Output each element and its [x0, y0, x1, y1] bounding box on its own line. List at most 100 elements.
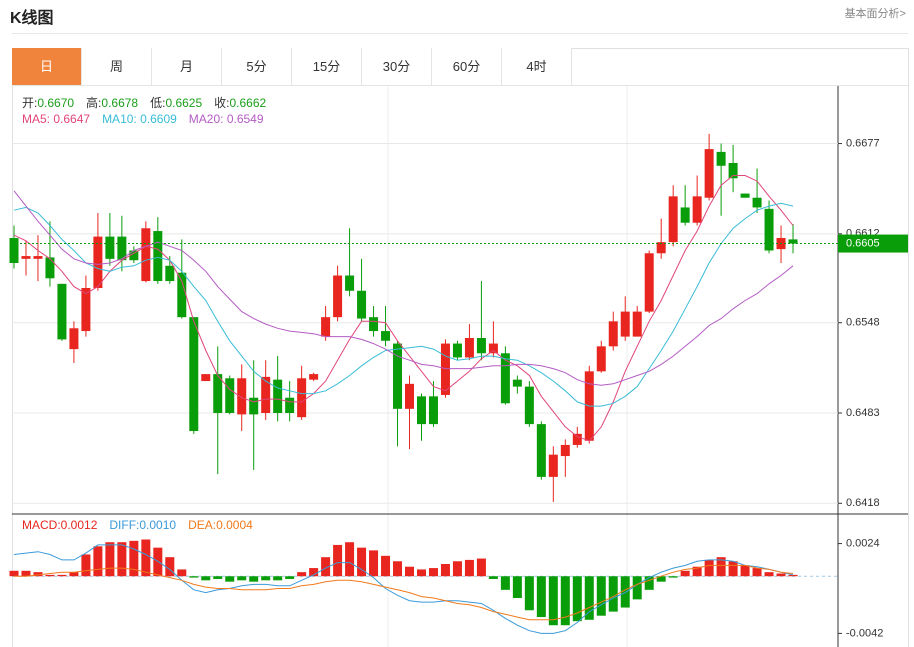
- macd-bar: [117, 542, 127, 577]
- macd-line-name: DIFF:: [109, 518, 140, 532]
- candle-body: [237, 378, 247, 415]
- candle-body: [536, 424, 546, 477]
- macd-bar: [416, 569, 426, 577]
- candle-body: [9, 238, 19, 263]
- candle-body: [416, 396, 426, 425]
- candle-body: [596, 346, 606, 372]
- candle-body: [488, 343, 498, 354]
- macd-bar: [680, 570, 690, 577]
- candle-body: [381, 331, 391, 341]
- macd-bar: [752, 568, 762, 577]
- ma-value: 0.6609: [140, 112, 177, 126]
- ma-line: [13, 202, 794, 407]
- candle-body: [213, 374, 223, 413]
- candle-body: [608, 321, 618, 347]
- candle-body: [620, 311, 630, 337]
- macd-bar: [728, 561, 738, 577]
- ohlc-value: 0.6662: [229, 96, 267, 110]
- period-tab[interactable]: 月: [152, 48, 222, 86]
- ma-line: [13, 190, 794, 386]
- y-tick-label: 0.6483: [846, 407, 880, 419]
- candle-body: [261, 376, 271, 413]
- candle-body: [189, 317, 199, 432]
- candle-body: [369, 317, 379, 332]
- macd-bar: [249, 576, 259, 582]
- macd-bar: [692, 566, 702, 577]
- macd-bar: [405, 566, 415, 577]
- macd-bar: [584, 576, 594, 620]
- macd-bar: [129, 540, 139, 577]
- ma-name: MA20:: [188, 112, 224, 126]
- macd-bar: [704, 559, 714, 577]
- fundamental-link[interactable]: 基本面分析>: [844, 8, 906, 20]
- candle-body: [656, 242, 666, 254]
- candle-body: [764, 208, 774, 251]
- ma-value: 0.6647: [53, 112, 91, 126]
- candle-body: [440, 343, 450, 395]
- candle-body: [668, 196, 678, 243]
- period-tab[interactable]: 15分: [292, 48, 362, 86]
- macd-bar: [764, 572, 774, 577]
- candle-body: [129, 250, 139, 261]
- macd-bar: [488, 576, 498, 579]
- macd-bar: [225, 576, 235, 582]
- macd-bar: [273, 576, 283, 581]
- ohlc-name: 低:: [150, 96, 166, 110]
- macd-legend: MACD:0.0012 DIFF:0.0010 DEA:0.0004: [22, 518, 265, 532]
- y-tick-label: 0.6677: [846, 137, 880, 149]
- candle-body: [333, 275, 343, 318]
- y-tick-label: 0.6418: [846, 497, 880, 509]
- period-tab[interactable]: 60分: [432, 48, 502, 86]
- candle-body: [165, 265, 175, 282]
- ohlc-name: 收:: [214, 96, 230, 110]
- macd-bar: [105, 542, 115, 577]
- macd-bar: [45, 574, 55, 577]
- macd-bar: [297, 572, 307, 577]
- candle-body: [524, 386, 534, 425]
- macd-bar: [57, 574, 67, 577]
- candle-body: [357, 290, 367, 319]
- macd-bar: [788, 574, 798, 577]
- ohlc-name: 高:: [86, 96, 102, 110]
- macd-bar: [776, 573, 786, 577]
- macd-line: [14, 564, 794, 621]
- candle-body: [476, 338, 486, 354]
- candle-body: [500, 353, 510, 404]
- macd-bar: [165, 557, 175, 577]
- candle-body: [788, 239, 798, 244]
- macd-bar: [464, 559, 474, 577]
- macd-bar: [177, 569, 187, 577]
- macd-name: MACD:: [22, 518, 61, 532]
- candle-body: [704, 149, 714, 198]
- macd-bar: [572, 576, 582, 622]
- macd-bar: [357, 547, 367, 577]
- macd-bar: [381, 555, 391, 577]
- candle-body: [644, 253, 654, 312]
- candle-body: [428, 396, 438, 425]
- macd-bar: [9, 570, 19, 577]
- candle-body: [69, 328, 79, 350]
- candle-body: [464, 338, 474, 358]
- macd-bar: [69, 572, 79, 577]
- candle-body: [201, 374, 211, 382]
- candle-body: [141, 228, 151, 282]
- ohlc-value: 0.6670: [37, 96, 75, 110]
- macd-bar: [213, 576, 223, 579]
- candle-body: [740, 193, 750, 198]
- macd-bar: [141, 539, 151, 577]
- divider: [12, 33, 908, 34]
- period-tab[interactable]: 4时: [502, 48, 572, 86]
- candle-body: [728, 163, 738, 179]
- macd-bar: [33, 572, 43, 577]
- last-price-label: 0.6605: [846, 237, 880, 249]
- candle-body: [309, 374, 319, 380]
- candle-body: [273, 379, 283, 413]
- macd-bar: [440, 563, 450, 577]
- macd-bar: [345, 542, 355, 577]
- ma-name: MA10:: [102, 112, 137, 126]
- period-tab[interactable]: 日: [12, 48, 82, 86]
- macd-bar: [81, 554, 91, 577]
- candle-body: [57, 283, 67, 340]
- macd-bar: [716, 557, 726, 577]
- macd-bar: [668, 576, 678, 578]
